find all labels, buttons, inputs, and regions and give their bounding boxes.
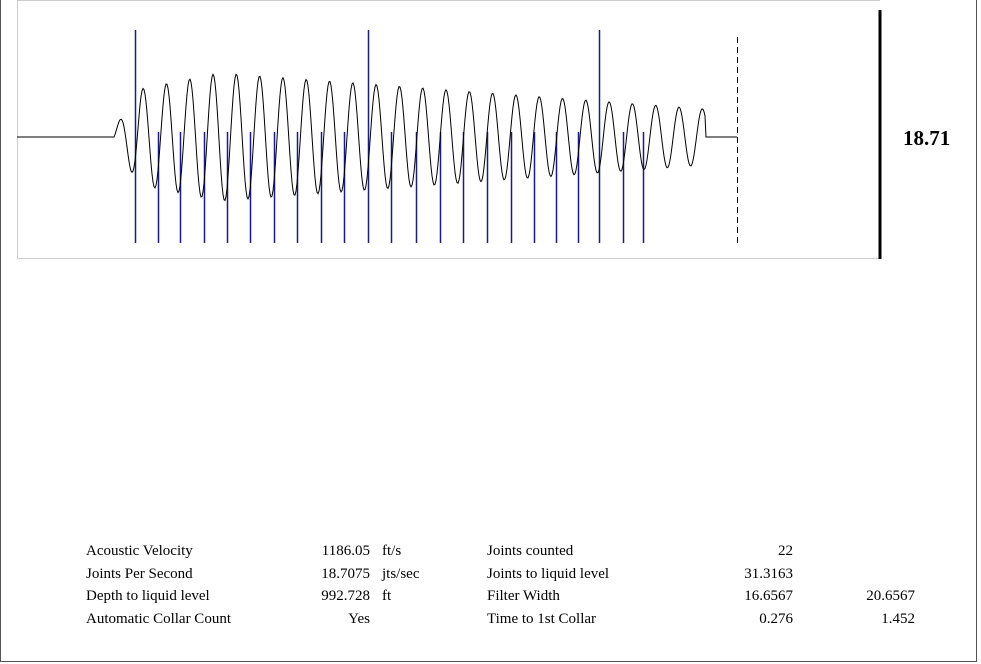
readout: 18.71 bbox=[903, 126, 951, 150]
waveform bbox=[17, 73, 737, 202]
table-label2: Joints to liquid level bbox=[487, 566, 610, 582]
table-label: Automatic Collar Count bbox=[86, 611, 231, 627]
table-value: 18.7075 bbox=[321, 566, 370, 582]
table-label: Acoustic Velocity bbox=[86, 543, 193, 559]
table-value2: 0.276 bbox=[759, 611, 793, 627]
table-label: Joints Per Second bbox=[86, 566, 193, 582]
table-value2: 22 bbox=[778, 543, 793, 559]
waveform-plot bbox=[17, 0, 882, 259]
table-value3: 1.452 bbox=[881, 611, 915, 627]
table-unit: ft/s bbox=[382, 543, 402, 559]
table-unit: ft bbox=[382, 588, 392, 604]
table-value: 992.728 bbox=[321, 588, 370, 604]
table-unit: jts/sec bbox=[382, 566, 420, 582]
table-value: Yes bbox=[348, 611, 370, 627]
table-label2: Time to 1st Collar bbox=[487, 611, 597, 627]
table-value2: 16.6567 bbox=[744, 588, 793, 604]
table-value: 1186.05 bbox=[321, 543, 370, 559]
table-label2: Filter Width bbox=[487, 588, 560, 604]
table-label2: Joints counted bbox=[487, 543, 574, 559]
collar-markers bbox=[134, 30, 645, 243]
table-label: Depth to liquid level bbox=[86, 588, 210, 604]
table-value3: 20.6567 bbox=[866, 588, 915, 604]
table-value2: 31.3163 bbox=[744, 566, 793, 582]
